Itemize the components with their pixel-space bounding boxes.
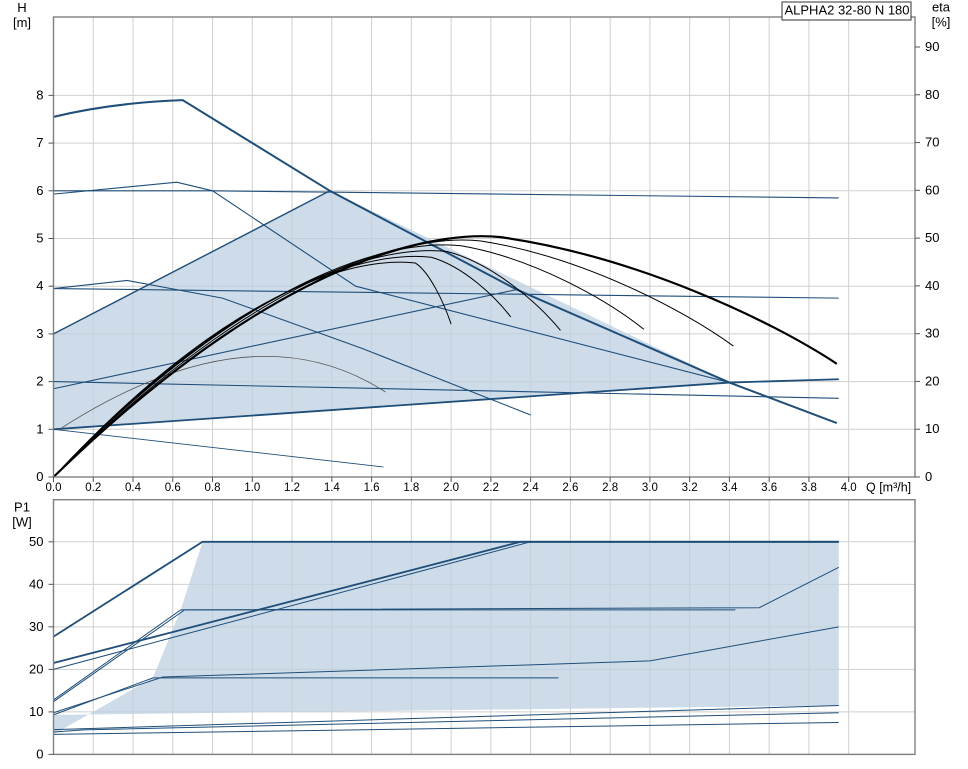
svg-text:1.2: 1.2: [284, 482, 300, 494]
svg-text:[%]: [%]: [932, 15, 951, 30]
svg-text:50: 50: [925, 230, 939, 245]
svg-text:3.8: 3.8: [801, 482, 817, 494]
svg-text:1.6: 1.6: [364, 482, 380, 494]
svg-text:1.4: 1.4: [324, 482, 341, 494]
svg-text:4: 4: [36, 278, 43, 293]
svg-text:40: 40: [29, 576, 43, 591]
svg-text:0: 0: [36, 746, 43, 761]
svg-text:0.2: 0.2: [85, 482, 101, 494]
svg-text:P1: P1: [14, 500, 30, 515]
svg-text:3.4: 3.4: [721, 482, 738, 494]
svg-text:0: 0: [925, 469, 932, 484]
svg-text:0.4: 0.4: [125, 482, 142, 494]
svg-text:6: 6: [36, 183, 43, 198]
svg-text:2.2: 2.2: [483, 482, 499, 494]
svg-text:2.4: 2.4: [523, 482, 540, 494]
svg-text:1.0: 1.0: [244, 482, 260, 494]
svg-text:3.6: 3.6: [761, 482, 777, 494]
svg-text:30: 30: [925, 326, 939, 341]
svg-text:1: 1: [36, 421, 43, 436]
svg-text:[m]: [m]: [13, 15, 31, 30]
svg-text:1.8: 1.8: [403, 482, 419, 494]
svg-text:8: 8: [36, 87, 43, 102]
svg-text:3.2: 3.2: [682, 482, 698, 494]
svg-text:H: H: [17, 0, 26, 15]
svg-text:eta: eta: [932, 0, 951, 15]
svg-text:10: 10: [29, 704, 43, 719]
svg-text:2.6: 2.6: [562, 482, 578, 494]
svg-text:3: 3: [36, 326, 43, 341]
svg-text:20: 20: [925, 373, 939, 388]
svg-text:2.8: 2.8: [602, 482, 618, 494]
svg-text:10: 10: [925, 421, 939, 436]
svg-text:3.0: 3.0: [642, 482, 658, 494]
svg-text:30: 30: [29, 619, 43, 634]
svg-text:60: 60: [925, 182, 939, 197]
svg-text:90: 90: [925, 39, 939, 54]
svg-text:20: 20: [29, 661, 43, 676]
svg-text:70: 70: [925, 135, 939, 150]
svg-text:7: 7: [36, 135, 43, 150]
svg-text:40: 40: [925, 278, 939, 293]
svg-text:2: 2: [36, 374, 43, 389]
svg-text:0.6: 0.6: [165, 482, 181, 494]
svg-text:80: 80: [925, 87, 939, 102]
svg-text:2.0: 2.0: [443, 482, 459, 494]
svg-text:Q [m³/h]: Q [m³/h]: [866, 481, 911, 495]
svg-text:[W]: [W]: [12, 515, 32, 530]
svg-text:5: 5: [36, 231, 43, 246]
svg-text:0: 0: [36, 469, 43, 484]
svg-text:4.0: 4.0: [841, 482, 857, 494]
svg-text:50: 50: [29, 534, 43, 549]
svg-text:0.8: 0.8: [205, 482, 221, 494]
svg-text:0.0: 0.0: [46, 482, 62, 494]
svg-text:ALPHA2 32-80 N 180: ALPHA2 32-80 N 180: [784, 3, 909, 18]
